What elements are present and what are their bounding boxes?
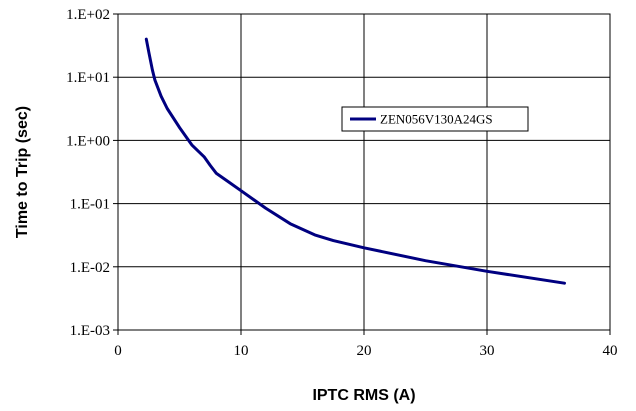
tick-labels: 0 10 20 30 40 1.E-03 1.E-02 1.E-01 1.E+00 1.E+01 1…	[66, 7, 617, 359]
y-tick-label: 1.E-03	[70, 323, 110, 339]
series-lines	[144, 37, 566, 285]
legend-label: ZEN056V130A24GS	[380, 112, 493, 127]
y-axis-label: Time to Trip (sec)	[14, 106, 31, 238]
y-tick-label: 1.E+01	[66, 70, 110, 86]
y-tick-label: 1.E+00	[66, 133, 110, 149]
grid	[113, 13, 611, 335]
x-tick-label: 10	[234, 343, 249, 359]
x-tick-label: 30	[480, 343, 495, 359]
y-tick-label: 1.E-02	[70, 260, 110, 276]
x-tick-label: 20	[357, 343, 372, 359]
x-axis-label: IPTC RMS (A)	[312, 387, 415, 404]
series-line-0	[144, 37, 566, 285]
plot-frame	[117, 13, 611, 331]
y-tick-label: 1.E+02	[66, 7, 110, 23]
x-tick-label: 0	[114, 343, 122, 359]
legend: ZEN056V130A24GS	[341, 106, 529, 132]
y-tick-label: 1.E-01	[70, 197, 110, 213]
x-tick-label: 40	[603, 343, 618, 359]
